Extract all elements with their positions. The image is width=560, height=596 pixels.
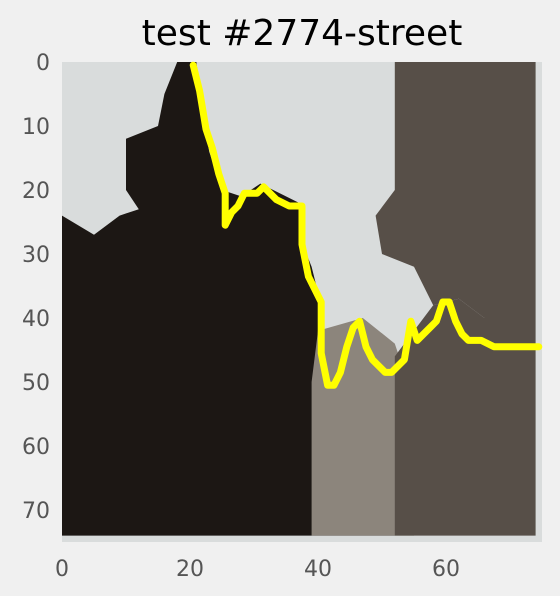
x-tick-label: 20 (176, 557, 204, 582)
photo-region-3 (375, 62, 536, 318)
y-tick-label: 70 (22, 499, 50, 524)
photo-region-0 (62, 62, 395, 536)
y-tick-label: 0 (36, 51, 50, 76)
chart-title: test #2774-street (142, 13, 463, 54)
y-tick-label: 30 (22, 243, 50, 268)
x-axis: 0 20 40 60 (55, 557, 460, 582)
photo-region-2 (394, 298, 536, 536)
overlay-trace-line (189, 61, 543, 389)
x-tick-label: 60 (432, 557, 460, 582)
x-tick-label: 0 (55, 557, 69, 582)
plot-area (62, 61, 543, 542)
x-tick-label: 40 (304, 557, 332, 582)
y-axis: 0 10 20 30 40 50 60 70 (22, 51, 50, 524)
y-tick-label: 10 (22, 115, 50, 140)
y-tick-label: 20 (22, 179, 50, 204)
y-tick-label: 40 (22, 307, 50, 332)
y-tick-label: 60 (22, 435, 50, 460)
y-tick-label: 50 (22, 371, 50, 396)
